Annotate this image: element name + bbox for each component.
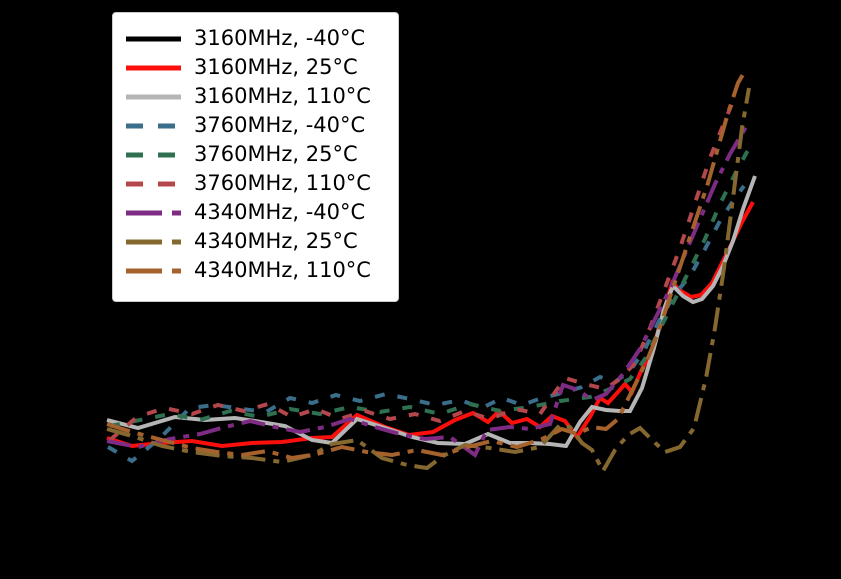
legend-label: 4340MHz, -40°C <box>194 200 366 224</box>
legend-item: 3160MHz, 25°C <box>123 53 398 82</box>
series-line-4 <box>106 184 746 464</box>
legend-label: 3760MHz, 25°C <box>194 142 358 166</box>
legend-item: 3760MHz, -40°C <box>123 111 398 140</box>
series-line-1 <box>106 195 755 453</box>
legend-swatch-dashed-blue <box>126 123 181 128</box>
legend-item: 4340MHz, 110°C <box>123 256 398 285</box>
legend-label: 3160MHz, 25°C <box>194 55 358 79</box>
legend-item: 3160MHz, -40°C <box>123 24 398 53</box>
series-line-9 <box>106 69 747 461</box>
legend-label: 3760MHz, -40°C <box>194 113 366 137</box>
legend-item: 3760MHz, 25°C <box>123 140 398 169</box>
series-line-8 <box>106 87 751 476</box>
legend-box: 3160MHz, -40°C 3160MHz, 25°C 3160MHz, 11… <box>112 12 399 302</box>
legend-item: 3760MHz, 110°C <box>123 169 398 198</box>
legend-label: 3160MHz, -40°C <box>194 26 366 50</box>
legend-item: 4340MHz, 25°C <box>123 227 398 256</box>
legend-label: 4340MHz, 110°C <box>194 258 371 282</box>
legend-swatch-dashdot-purple <box>126 210 181 215</box>
series-line-5 <box>109 149 750 428</box>
legend-label: 3760MHz, 110°C <box>194 171 371 195</box>
series-line-3 <box>106 175 757 449</box>
legend-swatch-solid-red <box>126 65 181 70</box>
series-line-6 <box>108 93 738 442</box>
legend-item: 3160MHz, 110°C <box>123 82 398 111</box>
legend-item: 4340MHz, -40°C <box>123 198 398 227</box>
legend-swatch-solid-black <box>126 36 181 41</box>
series-line-7 <box>106 125 748 459</box>
legend-swatch-dashed-brickred <box>126 181 181 186</box>
legend-swatch-dashdot-khaki <box>126 239 181 244</box>
legend-swatch-dashdot-sienna <box>126 268 181 273</box>
legend-label: 3160MHz, 110°C <box>194 84 371 108</box>
legend-swatch-solid-gray <box>126 94 181 99</box>
legend-label: 4340MHz, 25°C <box>194 229 358 253</box>
legend-swatch-dashed-green <box>126 152 181 157</box>
